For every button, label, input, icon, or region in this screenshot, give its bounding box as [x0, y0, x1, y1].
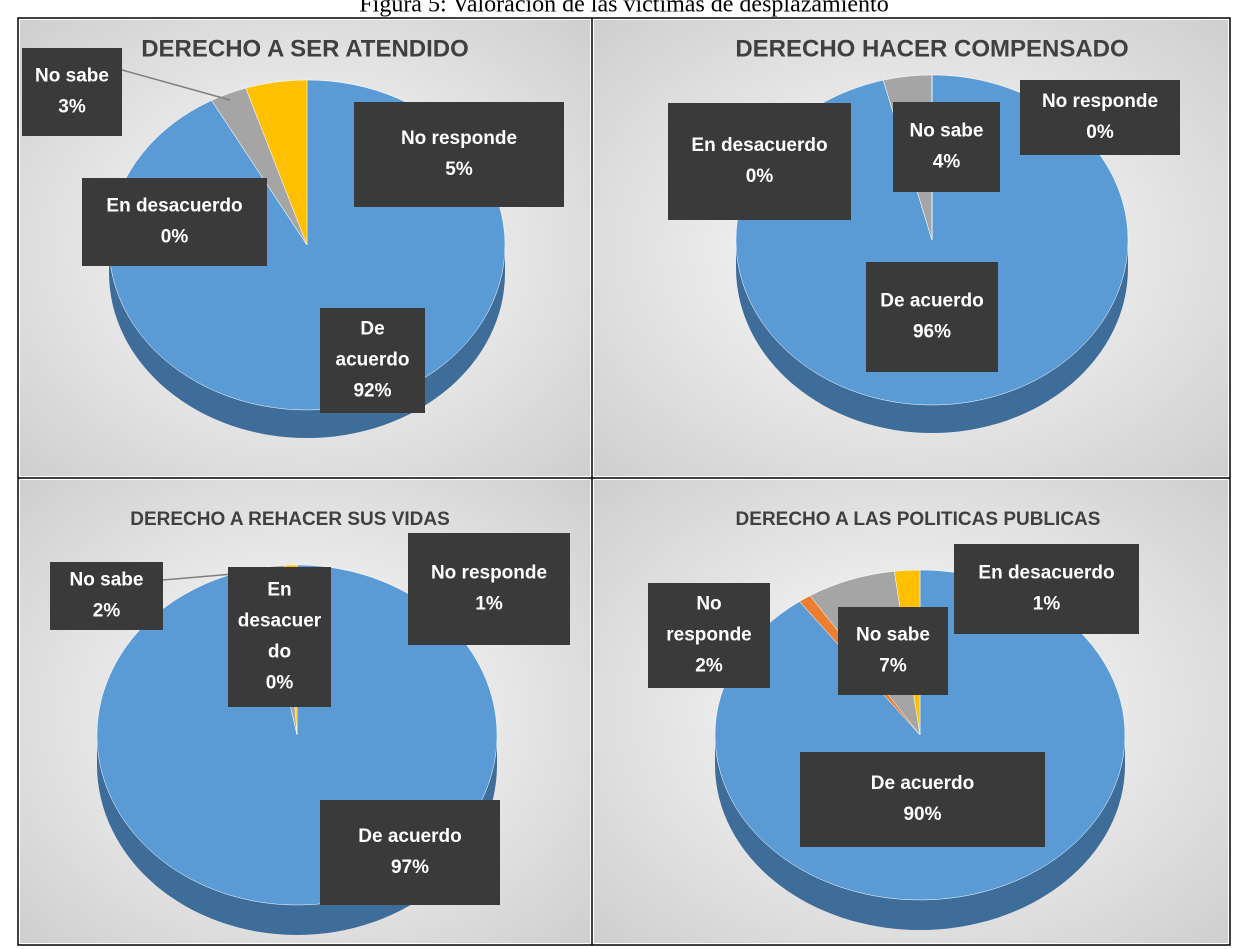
data-label: 0% — [746, 166, 774, 187]
leader-line — [121, 69, 231, 101]
category-label-line: No responde — [431, 563, 547, 584]
data-label-box — [320, 800, 500, 905]
category-label: No responde — [1042, 91, 1158, 112]
chart-title: DERECHO A LAS POLITICAS PUBLICAS — [736, 509, 1101, 530]
category-label-line: De acuerdo — [880, 291, 983, 312]
data-label-box — [320, 308, 425, 413]
category-label: En desacuer do — [238, 580, 322, 663]
data-label-box — [228, 567, 331, 707]
chart-title: DERECHO HACER COMPENSADO — [735, 35, 1128, 62]
category-label-line: No responde — [1042, 91, 1158, 112]
data-label: 7% — [879, 656, 907, 677]
data-label: 0% — [266, 673, 294, 694]
data-label-box — [866, 262, 998, 372]
category-label-line: No sabe — [910, 121, 984, 142]
category-label: En desacuerdo — [978, 563, 1114, 584]
category-label-line: De — [360, 319, 384, 340]
category-label-line: No sabe — [35, 66, 109, 87]
category-label: En desacuerdo — [691, 135, 827, 156]
category-label: De acuerdo — [358, 826, 461, 847]
category-label: De acuerdo — [336, 319, 410, 371]
data-label-box — [82, 178, 267, 266]
data-label-box — [838, 607, 948, 695]
category-label-line: De acuerdo — [358, 826, 461, 847]
data-label: 1% — [475, 594, 503, 615]
category-label-line: De acuerdo — [871, 773, 974, 794]
data-label-box — [408, 533, 570, 645]
caption: Figura 5: Valoración de las víctimas de … — [359, 0, 888, 18]
category-label-line: do — [268, 642, 291, 663]
category-label-line: No — [696, 594, 721, 615]
chart-title: DERECHO A REHACER SUS VIDAS — [130, 509, 450, 530]
category-label-line: responde — [666, 625, 752, 646]
category-label: No sabe — [910, 121, 984, 142]
category-label: No sabe — [70, 570, 144, 591]
category-label: De acuerdo — [880, 291, 983, 312]
data-label: 90% — [903, 804, 941, 825]
data-label: 2% — [695, 656, 723, 677]
category-label-line: En — [267, 580, 291, 601]
data-label: 2% — [93, 601, 121, 622]
data-label: 0% — [161, 227, 189, 248]
data-label: 4% — [933, 152, 961, 173]
chart-title: DERECHO A SER ATENDIDO — [141, 35, 469, 62]
category-label-line: No responde — [401, 128, 517, 149]
category-label-line: En desacuerdo — [106, 196, 242, 217]
data-label-box — [668, 103, 851, 220]
category-label: De acuerdo — [871, 773, 974, 794]
data-label: 1% — [1033, 594, 1061, 615]
category-label: No sabe — [856, 625, 930, 646]
category-label: No responde — [431, 563, 547, 584]
data-label-box — [354, 102, 564, 207]
data-label: 96% — [913, 322, 951, 343]
category-label-line: desacuer — [238, 611, 322, 632]
pie-slice — [245, 79, 308, 246]
data-label-box — [893, 102, 1000, 192]
data-label: 3% — [58, 97, 86, 118]
data-label-box — [50, 562, 163, 630]
data-label: 0% — [1086, 122, 1114, 143]
category-label-line: acuerdo — [336, 350, 410, 371]
category-label: En desacuerdo — [106, 196, 242, 217]
data-label-box — [648, 583, 770, 688]
data-label-box — [22, 48, 122, 136]
category-label-line: No sabe — [856, 625, 930, 646]
category-label: No responde — [401, 128, 517, 149]
data-label-box — [800, 752, 1045, 847]
data-label: 97% — [391, 857, 429, 878]
data-label: 5% — [445, 159, 473, 180]
category-label-line: En desacuerdo — [691, 135, 827, 156]
category-label-line: No sabe — [70, 570, 144, 591]
table-border — [17, 17, 1231, 946]
data-label-box — [954, 544, 1139, 634]
category-label: No sabe — [35, 66, 109, 87]
data-label: 92% — [353, 381, 391, 402]
data-label-box — [1020, 80, 1180, 155]
category-label: No responde — [666, 594, 752, 646]
category-label-line: En desacuerdo — [978, 563, 1114, 584]
